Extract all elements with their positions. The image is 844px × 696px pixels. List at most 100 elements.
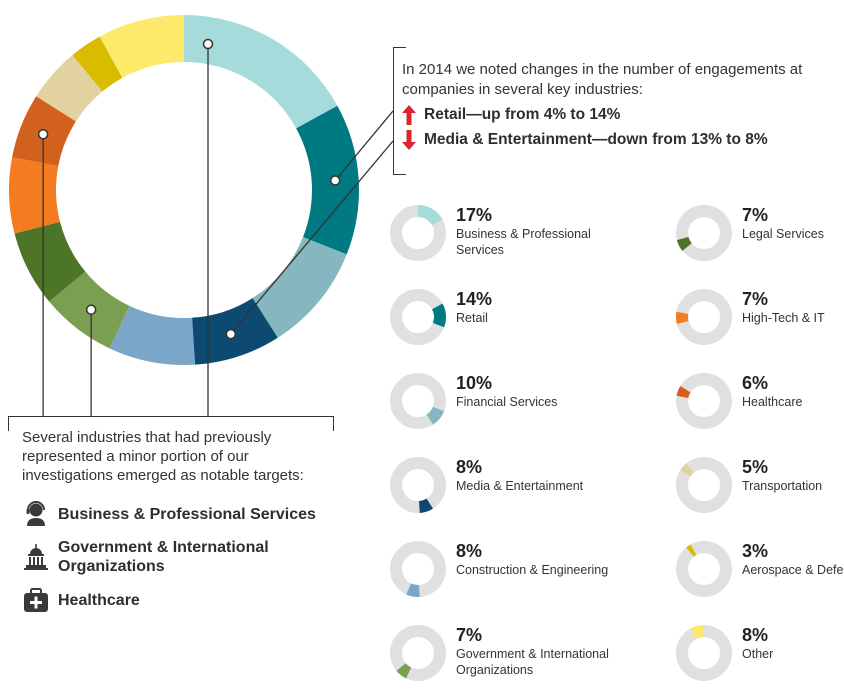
medical-kit-icon bbox=[24, 588, 48, 612]
mini-donut-slice bbox=[676, 236, 692, 251]
mini-chart-legal: 7% Legal Services bbox=[676, 205, 844, 269]
mini-label: Media & Entertainment bbox=[456, 479, 584, 493]
mini-percent: 17% bbox=[456, 205, 493, 225]
mini-donut-slice bbox=[418, 205, 443, 226]
mini-percent: 8% bbox=[456, 541, 483, 561]
mini-donut-track bbox=[676, 373, 732, 429]
mini-label: Other bbox=[742, 647, 774, 661]
retail-change-row: Retail—up from 4% to 14% bbox=[402, 105, 822, 125]
mini-label: Legal Services bbox=[742, 227, 824, 241]
mini-chart-transportation: 5% Transportation bbox=[676, 457, 844, 521]
mini-donut-slice bbox=[686, 544, 697, 557]
mini-percent: 7% bbox=[742, 205, 769, 225]
mini-chart-business-professional: 17% Business & Professional Services bbox=[390, 205, 640, 269]
donut-slice bbox=[99, 15, 184, 78]
mini-donut bbox=[390, 289, 446, 345]
bottom-callout-intro: Several industries that had previously r… bbox=[22, 429, 304, 484]
mini-donut bbox=[390, 205, 446, 261]
target-label: Healthcare bbox=[58, 591, 140, 609]
mini-donut bbox=[390, 625, 446, 681]
mini-donut bbox=[676, 205, 732, 261]
donut-slice bbox=[109, 305, 195, 365]
mini-percent: 5% bbox=[742, 457, 769, 477]
top-callout: In 2014 we noted changes in the number o… bbox=[402, 60, 822, 150]
mini-percent: 3% bbox=[742, 541, 769, 561]
retail-change-text: Retail—up from 4% to 14% bbox=[424, 106, 621, 123]
top-callout-bracket bbox=[393, 47, 406, 175]
target-item: Business & Professional Services bbox=[22, 500, 342, 528]
target-label: Government & International Organizations bbox=[58, 539, 269, 575]
media-change-text: Media & Entertainment—down from 13% to 8… bbox=[424, 131, 768, 148]
mini-percent: 10% bbox=[456, 373, 493, 393]
mini-donut bbox=[390, 541, 446, 597]
mini-donut-slice bbox=[676, 311, 689, 324]
mini-percent: 7% bbox=[456, 625, 483, 645]
donut-slice bbox=[14, 221, 86, 302]
mini-donut-track bbox=[390, 373, 446, 429]
mini-chart-government: 7% Government & International Organizati… bbox=[390, 625, 640, 689]
mini-donut-track bbox=[390, 541, 446, 597]
target-item: Healthcare bbox=[22, 586, 342, 614]
donut-slice bbox=[184, 15, 338, 129]
mini-percent: 8% bbox=[742, 625, 769, 645]
donut-slice bbox=[296, 105, 359, 255]
industry-donut-chart bbox=[8, 15, 359, 365]
mini-donut-track bbox=[676, 457, 732, 513]
donut-slice bbox=[36, 55, 103, 122]
mini-chart-media: 8% Media & Entertainment bbox=[390, 457, 640, 521]
mini-donut bbox=[390, 457, 446, 513]
target-label: Business & Professional Services bbox=[58, 505, 316, 523]
mini-chart-healthcare: 6% Healthcare bbox=[676, 373, 844, 437]
mini-percent: 8% bbox=[456, 457, 483, 477]
mini-chart-construction: 8% Construction & Engineering bbox=[390, 541, 640, 605]
bottom-callout-bracket bbox=[8, 416, 334, 431]
mini-donut-slice bbox=[419, 498, 434, 513]
mini-donut-track bbox=[676, 625, 732, 681]
mini-donut bbox=[676, 625, 732, 681]
arrow-up-icon bbox=[402, 105, 416, 125]
person-headset-icon bbox=[26, 501, 45, 526]
mini-donut-slice bbox=[406, 583, 420, 597]
media-change-row: Media & Entertainment—down from 13% to 8… bbox=[402, 130, 822, 150]
arrow-down-icon bbox=[402, 130, 416, 150]
notable-targets-list: Business & Professional Services Governm… bbox=[22, 500, 342, 624]
mini-label: High-Tech & IT bbox=[742, 311, 825, 325]
mini-percent: 7% bbox=[742, 289, 769, 309]
mini-donut-slice bbox=[396, 663, 412, 679]
mini-donut bbox=[676, 289, 732, 345]
mini-donut-slice bbox=[690, 625, 704, 639]
donut-slice bbox=[8, 157, 61, 234]
mini-percent: 14% bbox=[456, 289, 493, 309]
mini-label: Healthcare bbox=[742, 395, 803, 409]
mini-label: Aerospace & Defense bbox=[742, 563, 844, 577]
mini-donut-track bbox=[676, 541, 732, 597]
mini-donut-slice bbox=[676, 385, 691, 399]
mini-donut-track bbox=[676, 205, 732, 261]
mini-donut bbox=[676, 373, 732, 429]
mini-donut-slice bbox=[426, 406, 445, 425]
mini-label: Retail bbox=[456, 311, 488, 325]
mini-label: Financial Services bbox=[456, 395, 558, 409]
mini-label: Transportation bbox=[742, 479, 823, 493]
mini-chart-other: 8% Other bbox=[676, 625, 844, 689]
mini-donut bbox=[676, 541, 732, 597]
mini-chart-hightech: 7% High-Tech & IT bbox=[676, 289, 844, 353]
target-item: Government & International Organizations bbox=[22, 538, 342, 576]
capitol-building-icon bbox=[24, 544, 48, 570]
donut-slice bbox=[72, 36, 123, 92]
mini-chart-aerospace: 3% Aerospace & Defense bbox=[676, 541, 844, 605]
mini-donut-track bbox=[676, 289, 732, 345]
mini-label: Government & International Organizations bbox=[456, 647, 609, 677]
mini-label: Construction & Engineering bbox=[456, 563, 609, 577]
mini-donut bbox=[676, 457, 732, 513]
mini-label: Business & Professional Services bbox=[456, 227, 591, 257]
mini-donut-track bbox=[390, 289, 446, 345]
mini-donut bbox=[390, 373, 446, 429]
mini-chart-financial: 10% Financial Services bbox=[390, 373, 640, 437]
mini-donut-track bbox=[390, 625, 446, 681]
mini-donut-slice bbox=[432, 303, 446, 328]
mini-percent: 6% bbox=[742, 373, 769, 393]
mini-donut-track bbox=[390, 457, 446, 513]
mini-donut-slice bbox=[680, 463, 694, 477]
top-callout-intro: In 2014 we noted changes in the number o… bbox=[402, 61, 803, 98]
